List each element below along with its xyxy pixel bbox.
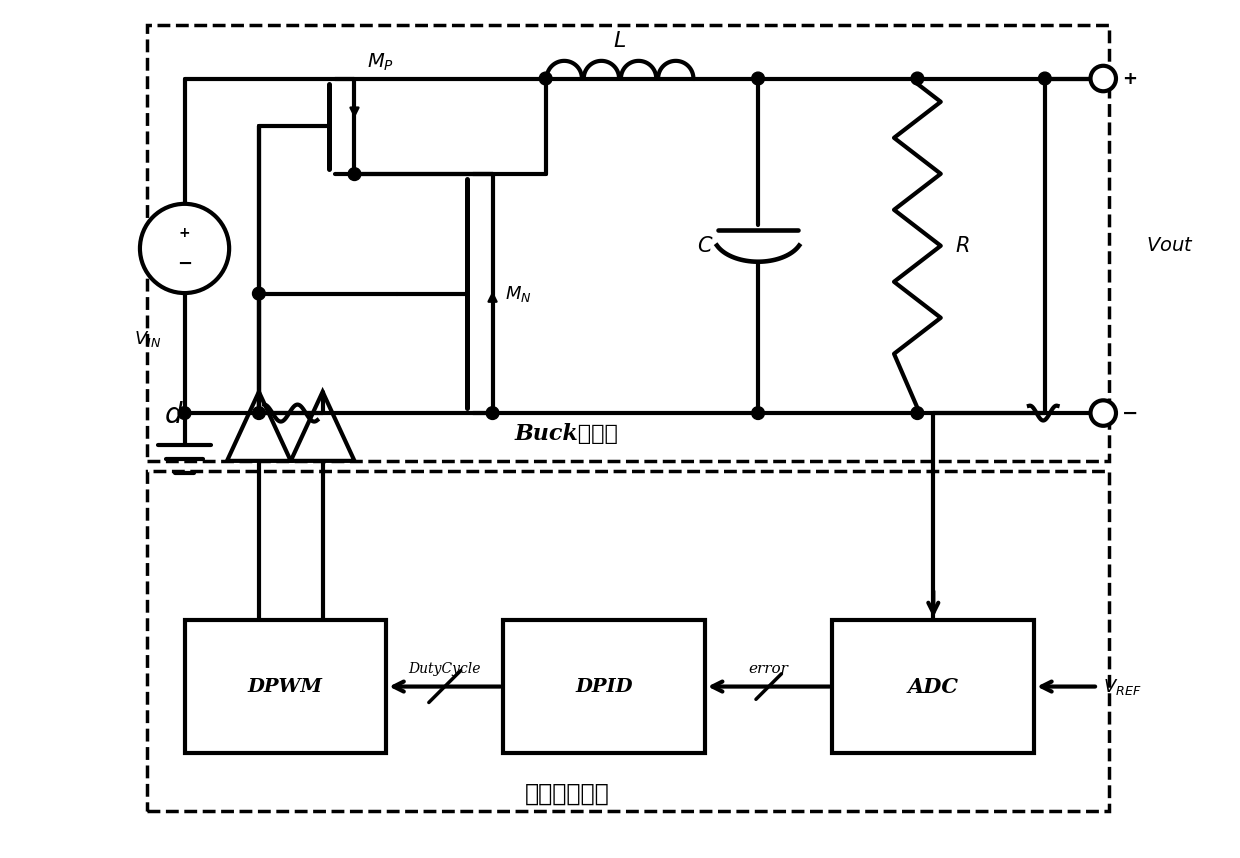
Circle shape [348,167,361,180]
Text: $L$: $L$ [614,30,626,52]
Text: $M_N$: $M_N$ [505,284,532,304]
Circle shape [253,287,265,300]
Text: DPID: DPID [575,678,632,696]
Text: error: error [749,662,789,676]
Text: +: + [179,226,191,239]
Circle shape [1038,72,1052,85]
Bar [185,620,387,753]
Circle shape [539,72,552,85]
Text: $V_{IN}$: $V_{IN}$ [134,329,161,348]
Text: −: − [1122,403,1138,423]
Circle shape [179,407,191,420]
Circle shape [911,407,924,420]
Text: DPWM: DPWM [248,678,322,696]
Circle shape [751,407,764,420]
Text: +: + [1122,69,1137,88]
Text: DutyCycle: DutyCycle [408,662,481,676]
Text: $Vout$: $Vout$ [1146,237,1194,255]
Text: −: − [177,256,192,274]
Text: ADC: ADC [908,677,959,697]
Text: $d$: $d$ [164,402,184,429]
Circle shape [1090,66,1116,91]
Circle shape [911,72,924,85]
Text: 数字控制环路: 数字控制环路 [525,782,609,806]
Bar [148,26,1109,461]
Bar [503,620,706,753]
Bar [148,472,1109,812]
Text: $M_P$: $M_P$ [367,51,394,73]
Circle shape [486,407,498,420]
Text: $R$: $R$ [955,236,970,256]
Text: $V_{REF}$: $V_{REF}$ [1104,677,1142,697]
Circle shape [253,407,265,420]
Bar [832,620,1034,753]
Text: Buck变换器: Buck变换器 [515,423,619,445]
Circle shape [140,204,229,293]
Circle shape [751,72,764,85]
Text: $C$: $C$ [697,236,713,256]
Circle shape [1090,401,1116,426]
